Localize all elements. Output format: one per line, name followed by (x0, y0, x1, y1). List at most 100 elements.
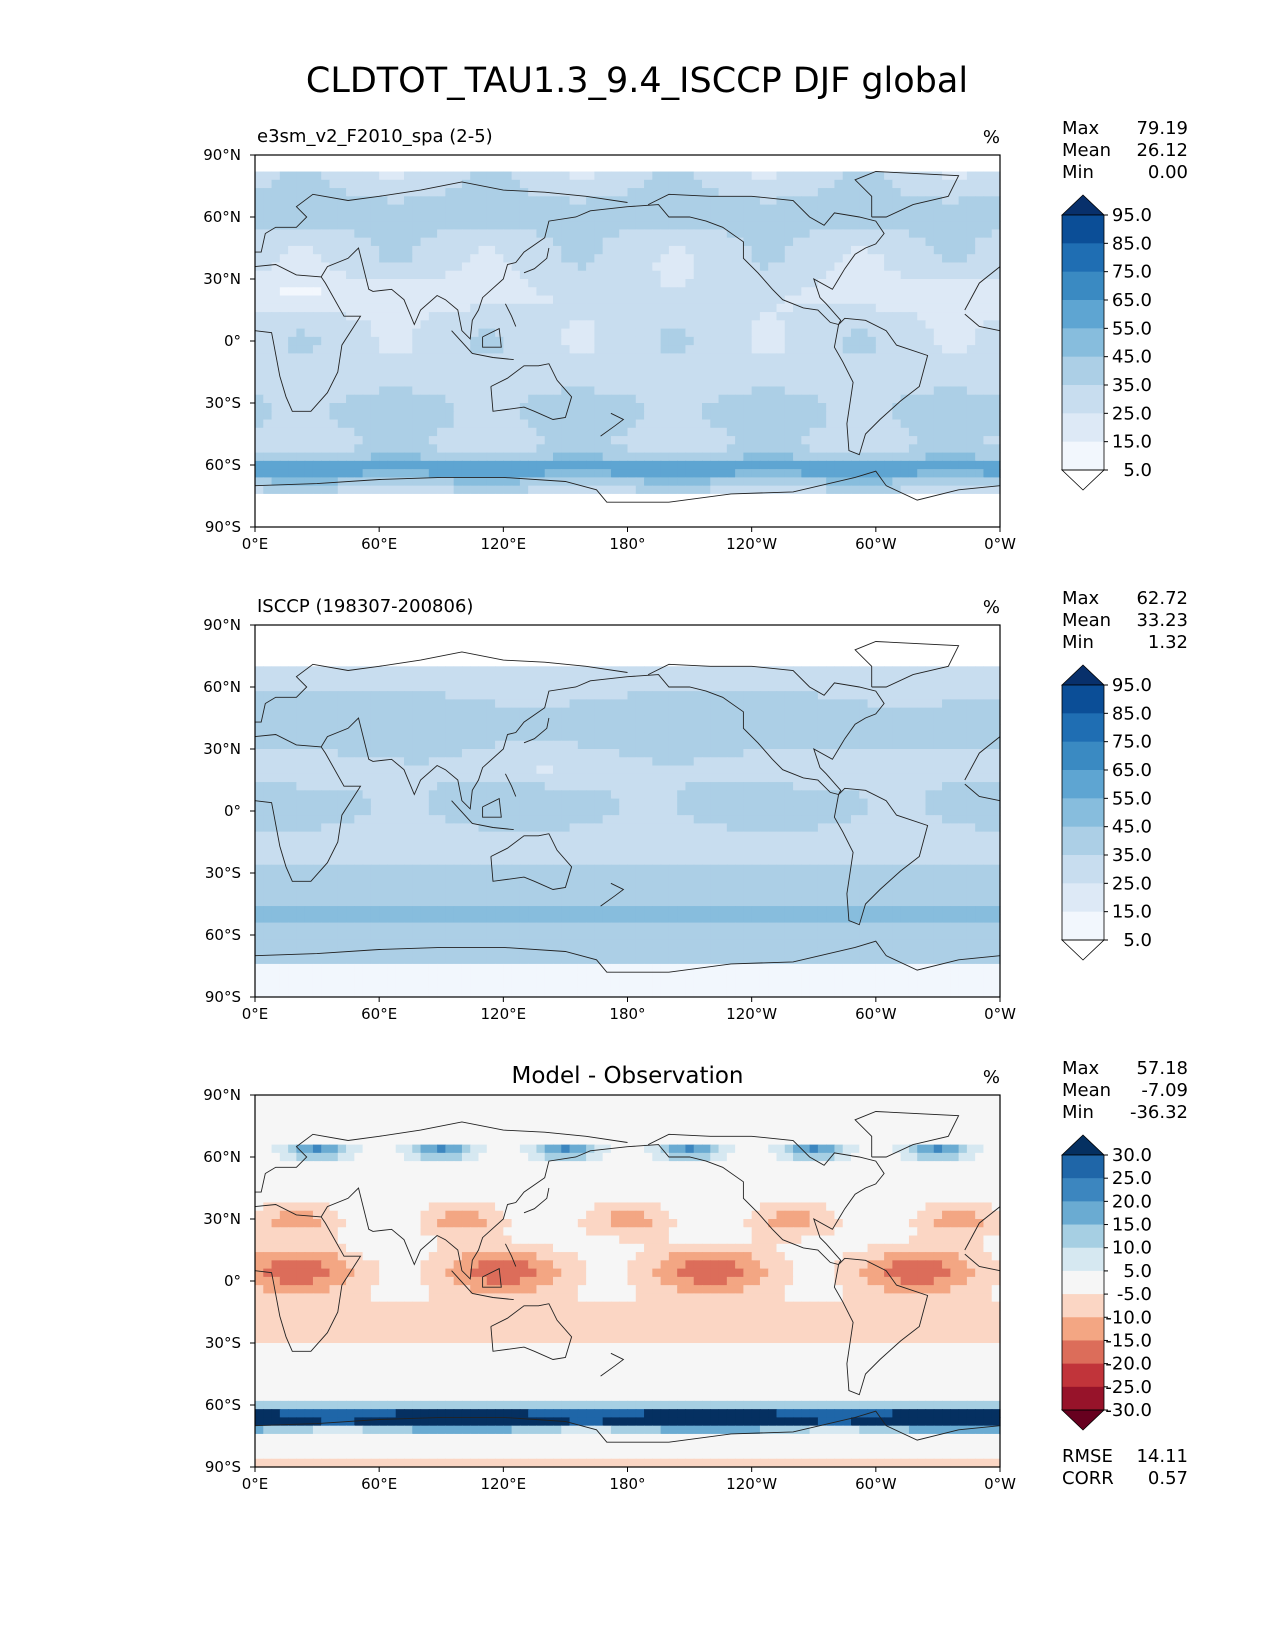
field-cell (892, 155, 902, 164)
field-cell (710, 287, 720, 297)
field-cell (685, 649, 695, 659)
field-cell (726, 361, 736, 371)
field-cell (768, 320, 778, 330)
field-cell (387, 279, 397, 288)
field-cell (544, 361, 554, 371)
field-cell (652, 485, 662, 495)
field-cell (404, 188, 413, 197)
field-cell (619, 328, 629, 338)
field-cell (851, 254, 860, 264)
field-cell (875, 510, 885, 520)
field-cell (726, 403, 736, 412)
field-cell (635, 691, 645, 700)
field-cell (966, 666, 976, 676)
field-cell (561, 179, 571, 189)
colorbar-segment (1062, 413, 1104, 443)
field-cell (495, 320, 504, 330)
field-cell (395, 427, 405, 437)
field-cell (627, 477, 637, 487)
field-cell (370, 403, 380, 412)
field-cell (486, 691, 496, 700)
y-tick-label: 0° (224, 332, 241, 350)
field-cell (809, 633, 819, 643)
field-cell (784, 336, 794, 346)
field-cell (793, 386, 802, 396)
field-cell (892, 369, 902, 379)
field-cell (693, 469, 703, 478)
field-cell (900, 460, 910, 470)
field-cell (461, 179, 471, 189)
field-cell (908, 320, 918, 330)
field-cell (842, 320, 852, 330)
field-cell (660, 179, 670, 189)
field-cell (801, 345, 811, 354)
field-cell (917, 641, 927, 651)
field-cell (652, 270, 662, 280)
field-cell (553, 436, 562, 445)
field-cell (900, 279, 910, 288)
field-cell (693, 403, 703, 412)
field-cell (776, 320, 786, 330)
field-cell (271, 361, 281, 371)
field-cell (966, 625, 976, 634)
field-cell (809, 353, 819, 363)
field-cell (337, 469, 347, 478)
field-cell (726, 625, 736, 634)
field-cell (263, 237, 273, 247)
field-cell (288, 237, 297, 247)
field-cell (851, 641, 860, 651)
field-cell (768, 518, 778, 528)
field-cell (702, 345, 711, 354)
field-cell (279, 658, 289, 667)
field-cell (346, 411, 355, 421)
field-cell (942, 196, 951, 206)
field-cell (478, 682, 488, 692)
field-cell (404, 245, 413, 255)
field-cell (528, 518, 538, 528)
field-cell (859, 633, 869, 643)
field-cell (768, 444, 778, 454)
field-cell (826, 361, 836, 371)
field-cell (404, 411, 413, 421)
field-cell (453, 254, 463, 264)
field-cell (453, 270, 463, 280)
field-cell (867, 188, 877, 197)
field-cell (478, 237, 488, 247)
field-cell (569, 229, 579, 239)
field-cell (925, 510, 935, 520)
field-cell (461, 436, 471, 445)
field-cell (776, 328, 786, 338)
field-cell (817, 204, 827, 214)
field-cell (312, 444, 322, 454)
field-cell (437, 328, 446, 338)
field-cell (958, 353, 968, 363)
field-cell (826, 345, 836, 354)
field-cell (387, 196, 397, 206)
field-cell (702, 674, 711, 684)
field-cell (610, 699, 620, 709)
field-cell (312, 221, 322, 230)
field-cell (470, 345, 480, 354)
field-cell (586, 460, 595, 470)
field-cell (553, 502, 562, 512)
field-cell (908, 691, 918, 700)
field-cell (884, 287, 893, 297)
field-cell (801, 649, 811, 659)
field-cell (635, 699, 645, 709)
field-cell (693, 666, 703, 676)
field-cell (404, 279, 413, 288)
field-cell (561, 666, 571, 676)
field-cell (842, 361, 852, 371)
field-cell (370, 460, 380, 470)
field-cell (784, 287, 794, 297)
field-cell (784, 649, 794, 659)
field-cell (346, 674, 355, 684)
field-cell (917, 163, 927, 173)
field-cell (519, 353, 529, 363)
field-cell (428, 386, 438, 396)
field-cell (619, 312, 629, 321)
field-cell (379, 279, 389, 288)
field-cell (577, 699, 587, 709)
field-cell (710, 312, 720, 321)
field-cell (312, 345, 322, 354)
